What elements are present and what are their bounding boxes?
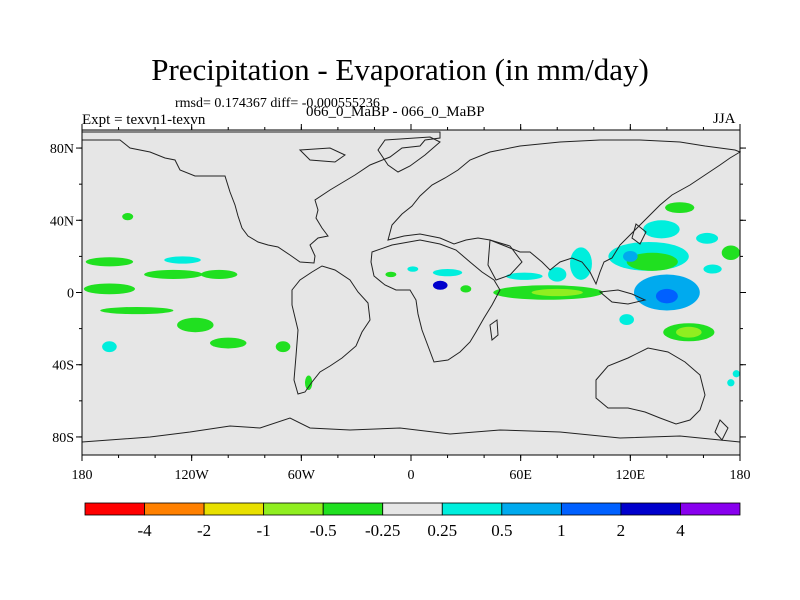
- y-tick-label-4: 80S: [52, 431, 74, 446]
- arctic-island-coast: [298, 147, 346, 163]
- north-america-coast: [82, 131, 441, 264]
- anomaly-patch-34: [623, 250, 638, 262]
- anomaly-patch-6: [209, 337, 247, 349]
- colorbar-label-0: -4: [137, 521, 152, 540]
- madagascar-coast: [489, 319, 499, 341]
- y-tick-label-0: 80N: [50, 142, 74, 157]
- anomaly-patch-15: [506, 272, 543, 280]
- arabia-coast: [487, 239, 523, 281]
- anomaly-patch-28: [696, 232, 719, 244]
- colorbar-swatch-5: [382, 502, 443, 516]
- coastlines: [81, 131, 742, 443]
- anomaly-patch-12: [385, 271, 397, 278]
- anomaly-patch-0: [83, 283, 136, 295]
- colorbar-swatch-10: [680, 502, 741, 516]
- y-axis: 80N 40N 0 40S 80S: [50, 142, 746, 446]
- colorbar-label-1: -2: [197, 521, 211, 540]
- anomaly-patch-16: [548, 267, 567, 282]
- y-tick-label-3: 40S: [52, 359, 74, 374]
- colorbar: -4 -2 -1 -0.5 -0.25 0.25 0.5 1 2 4: [84, 502, 741, 540]
- y-tick-label-2: 0: [67, 287, 74, 302]
- anomaly-patch-1: [144, 269, 203, 279]
- colorbar-swatch-0: [84, 502, 145, 516]
- anomaly-patch-21: [570, 247, 592, 280]
- anomaly-patch-11: [304, 375, 313, 390]
- anomaly-patch-23: [626, 252, 678, 271]
- anomaly-patch-31: [643, 220, 680, 239]
- australia-coast: [595, 347, 706, 425]
- colorbar-label-3: -0.5: [310, 521, 337, 540]
- season-label: JJA: [713, 111, 736, 127]
- x-tick-label-4: 60E: [509, 468, 532, 483]
- colorbar-label-5: 0.25: [427, 521, 457, 540]
- colorbar-label-2: -1: [257, 521, 271, 540]
- colorbar-label-8: 2: [617, 521, 626, 540]
- y-tick-label-1: 40N: [50, 214, 74, 229]
- colorbar-label-4: -0.25: [365, 521, 400, 540]
- anomaly-patch-7: [275, 341, 291, 353]
- africa-coast: [370, 239, 501, 363]
- japan-coast: [631, 223, 647, 245]
- south-america-coast: [291, 265, 371, 395]
- colorbar-swatch-2: [203, 502, 265, 516]
- colorbar-swatch-8: [560, 502, 622, 516]
- greenland-coast: [377, 136, 441, 173]
- colorbar-swatch-4: [322, 502, 384, 516]
- anomaly-patch-36: [732, 370, 740, 378]
- anomaly-patch-4: [164, 256, 201, 264]
- chart-title: Precipitation - Evaporation (in mm/day): [151, 52, 649, 87]
- stats-text: rmsd= 0.174367 diff= -0.000555236: [175, 96, 380, 111]
- x-tick-label-6: 180: [730, 468, 751, 483]
- anomaly-layer: [83, 202, 740, 390]
- anomaly-patch-25: [655, 288, 678, 304]
- anomaly-patch-17: [432, 280, 448, 290]
- anomaly-patch-9: [102, 341, 117, 353]
- x-tick-label-0: 180: [72, 468, 93, 483]
- colorbar-label-7: 1: [557, 521, 566, 540]
- anomaly-patch-10: [122, 213, 134, 221]
- x-axis: 180 120W 60W 0 60E 120E 180: [72, 124, 751, 483]
- anomaly-patch-5: [177, 317, 214, 333]
- colorbar-swatch-7: [501, 502, 562, 516]
- colorbar-swatch-9: [620, 502, 681, 516]
- anomaly-patch-18: [460, 285, 472, 293]
- anomaly-patch-8: [100, 306, 174, 315]
- anomaly-patch-32: [721, 245, 740, 260]
- eurasia-coast: [387, 139, 742, 286]
- chart-subtitle: 066_0_MaBP - 066_0_MaBP: [306, 104, 485, 120]
- x-tick-label-3: 0: [408, 468, 415, 483]
- map-area: [81, 129, 742, 456]
- anomaly-patch-20: [531, 288, 583, 297]
- x-tick-label-2: 60W: [288, 468, 316, 483]
- anomaly-patch-13: [407, 266, 419, 272]
- x-tick-label-1: 120W: [175, 468, 210, 483]
- anomaly-patch-27: [676, 326, 702, 338]
- x-tick-label-5: 120E: [616, 468, 646, 483]
- colorbar-swatch-1: [144, 502, 205, 516]
- anomaly-patch-29: [703, 264, 722, 274]
- indonesia-coast: [598, 289, 647, 305]
- colorbar-label-9: 4: [676, 521, 685, 540]
- anomaly-patch-14: [432, 269, 463, 277]
- anomaly-patch-2: [200, 269, 238, 279]
- colorbar-swatch-6: [441, 502, 503, 516]
- anomaly-patch-33: [619, 314, 634, 326]
- colorbar-label-6: 0.5: [491, 521, 512, 540]
- anomaly-patch-35: [727, 379, 735, 387]
- anomaly-patch-30: [665, 202, 695, 214]
- antarctica-coast: [81, 417, 741, 443]
- colorbar-swatch-3: [263, 502, 324, 516]
- anomaly-patch-3: [85, 257, 134, 267]
- experiment-label: Expt = texvn1-texvn: [82, 112, 206, 128]
